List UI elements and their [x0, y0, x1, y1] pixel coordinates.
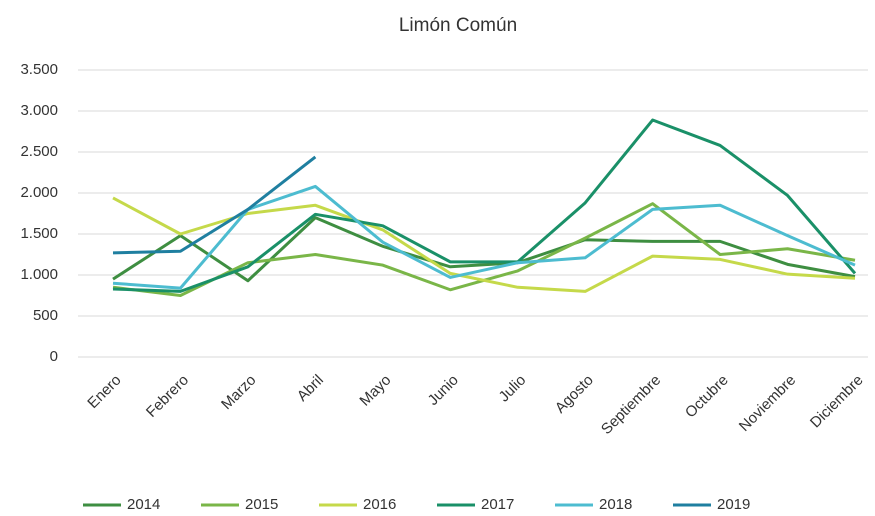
legend-label: 2015 — [245, 496, 278, 513]
x-tick-label: Octubre — [682, 372, 732, 422]
y-tick-label: 500 — [33, 307, 58, 324]
legend-label: 2017 — [481, 496, 514, 513]
chart-title: Limón Común — [399, 15, 517, 36]
x-tick-label: Junio — [425, 372, 462, 409]
x-tick-label: Julio — [496, 372, 530, 406]
x-tick-label: Marzo — [218, 372, 259, 413]
series-line — [112, 118, 857, 293]
y-tick-label: 2.500 — [20, 143, 58, 160]
legend-label: 2018 — [599, 496, 632, 513]
y-tick-label: 0 — [50, 348, 58, 365]
x-tick-label: Diciembre — [807, 372, 867, 432]
series-line — [112, 216, 856, 283]
legend-label: 2014 — [127, 496, 160, 513]
series-line — [112, 196, 856, 293]
x-tick-label: Mayo — [356, 372, 394, 410]
legend-label: 2016 — [363, 496, 396, 513]
y-tick-label: 2.000 — [20, 184, 58, 201]
x-tick-label: Agosto — [552, 372, 597, 417]
y-tick-label: 3.500 — [20, 61, 58, 78]
x-tick-label: Abril — [294, 372, 327, 405]
x-tick-label: Septiembre — [598, 372, 664, 438]
x-tick-label: Enero — [84, 372, 124, 412]
y-tick-label: 1.500 — [20, 225, 58, 242]
legend-label: 2019 — [717, 496, 750, 513]
series-line — [112, 184, 856, 290]
series-line — [112, 155, 317, 255]
x-tick-label: Noviembre — [736, 372, 799, 435]
y-tick-label: 3.000 — [20, 102, 58, 119]
x-tick-label: Febrero — [143, 372, 192, 421]
y-tick-label: 1.000 — [20, 266, 58, 283]
